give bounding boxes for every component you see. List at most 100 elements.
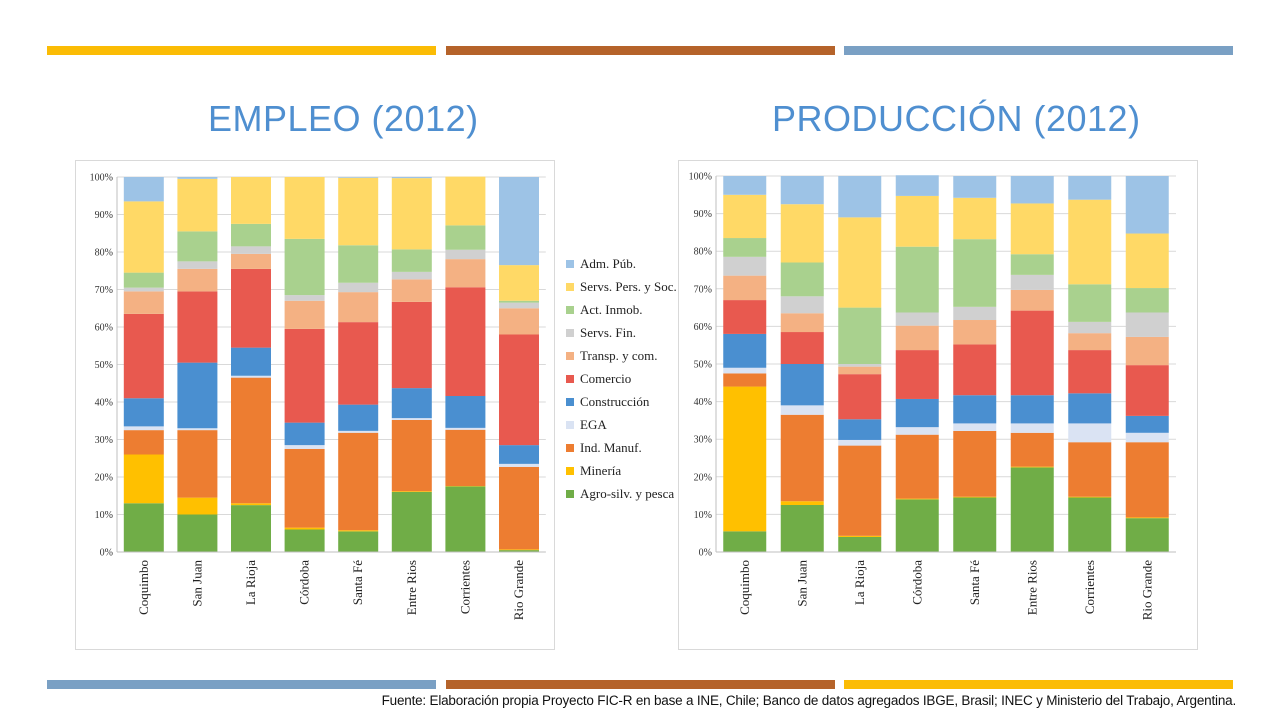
bar-segment-comercio	[177, 291, 218, 363]
bar-segment-comercio	[1068, 350, 1112, 394]
bar-segment-transp-y-com	[1010, 289, 1054, 311]
y-tick-label: 60%	[95, 323, 113, 334]
bar-segment-ega	[445, 427, 486, 430]
bar-segment-comercio	[445, 287, 486, 396]
bar-segment-servs-pers-y-soc	[231, 177, 271, 224]
legend-swatch	[566, 490, 574, 498]
bar-segment-act-inmob	[780, 262, 824, 297]
x-tick-label: Entre Rios	[404, 560, 419, 615]
legend-label: EGA	[580, 417, 607, 432]
bar-segment-mineria	[123, 454, 164, 504]
source-note: Fuente: Elaboración propia Proyecto FIC-…	[381, 693, 1237, 708]
bar-segment-adm-pub	[953, 176, 997, 198]
bar-segment-agro-silv-y-pesca	[838, 536, 882, 552]
bar-segment-transp-y-com	[1125, 336, 1169, 366]
x-tick-label: Santa Fé	[350, 560, 365, 605]
bar-segment-servs-pers-y-soc	[284, 177, 325, 239]
bar-segment-agro-silv-y-pesca	[338, 531, 379, 552]
bar-segment-mineria	[953, 496, 997, 498]
x-tick-label: Rio Grande	[511, 560, 526, 621]
bar-segment-ega	[1068, 423, 1112, 443]
bar-segment-servs-fin	[231, 246, 271, 254]
legend-swatch	[566, 398, 574, 406]
bar-segment-mineria	[780, 501, 824, 505]
bar-segment-act-inmob	[123, 272, 164, 288]
x-tick-label: Coquimbo	[136, 560, 151, 615]
y-tick-label: 70%	[694, 284, 712, 295]
legend-item-servs-pers-y-soc: Servs. Pers. y Soc.	[566, 279, 677, 295]
bar-segment-mineria	[723, 386, 767, 532]
bar-segment-servs-pers-y-soc	[895, 195, 939, 247]
bar-segment-transp-y-com	[895, 325, 939, 351]
bar-segment-construccion	[1010, 395, 1054, 424]
bar-segment-construccion	[445, 396, 486, 428]
bar-segment-agro-silv-y-pesca	[445, 486, 486, 552]
bar-segment-ega	[838, 439, 882, 446]
bar-segment-adm-pub	[1125, 176, 1169, 234]
bar-segment-comercio	[780, 332, 824, 364]
bar-segment-act-inmob	[177, 231, 218, 262]
y-tick-label: 80%	[694, 247, 712, 258]
bar-segment-servs-fin	[284, 295, 325, 301]
employment-chart: 0% 10% 20% 30% 40% 50% 60% 70% 80% 90% 100% Coquimb…	[75, 160, 555, 650]
bar-segment-ega	[231, 375, 271, 378]
legend-label: Comercio	[580, 371, 632, 386]
bar-segment-transp-y-com	[780, 313, 824, 333]
bar-segment-ind-manuf	[1010, 432, 1054, 467]
y-tick-label: 30%	[694, 435, 712, 446]
legend-swatch	[566, 283, 574, 291]
bar-segment-servs-pers-y-soc	[177, 178, 218, 232]
bar-segment-comercio	[123, 313, 164, 399]
bar-segment-servs-fin	[445, 249, 486, 260]
bar-segment-ega	[953, 423, 997, 431]
bar-segment-servs-fin	[723, 256, 767, 276]
bar-segment-servs-pers-y-soc	[445, 176, 486, 226]
bar-segment-ega	[391, 418, 432, 420]
y-tick-label: 40%	[95, 398, 113, 409]
bar-segment-ind-manuf	[338, 432, 379, 531]
legend-item-mineria: Minería	[566, 463, 621, 479]
bar-segment-comercio	[1125, 365, 1169, 416]
x-tick-label: Córdoba	[297, 560, 312, 605]
bar-segment-ind-manuf	[445, 429, 486, 486]
bar-segment-construccion	[177, 362, 218, 429]
bar-segment-ega	[1125, 432, 1169, 443]
bar-segment-construccion	[499, 445, 539, 464]
bar-segment-adm-pub	[838, 176, 882, 218]
bar-segment-ega	[123, 426, 164, 431]
y-tick-label: 60%	[694, 322, 712, 333]
bar-segment-adm-pub	[123, 177, 164, 202]
bar-segment-comercio	[499, 334, 539, 446]
bar-segment-transp-y-com	[953, 320, 997, 345]
bar-segment-agro-silv-y-pesca	[177, 514, 218, 552]
bar-segment-ega	[723, 367, 767, 374]
bar-segment-transp-y-com	[338, 292, 379, 323]
legend-item-transp-y-com: Transp. y com.	[566, 348, 658, 364]
y-tick-label: 50%	[694, 360, 712, 371]
bar-segment-construccion	[1068, 393, 1112, 424]
bar-segment-act-inmob	[1010, 254, 1054, 275]
bar-segment-construccion	[231, 347, 271, 376]
bar-segment-act-inmob	[391, 249, 432, 272]
bar-segment-servs-pers-y-soc	[1068, 199, 1112, 285]
x-tick-label: San Juan	[189, 560, 204, 607]
bar-segment-comercio	[231, 268, 271, 348]
bottom-decor-bar-2	[446, 680, 835, 689]
bar-segment-construccion	[338, 404, 379, 431]
bar-segment-adm-pub	[1010, 176, 1054, 204]
y-tick-label: 80%	[95, 248, 113, 259]
legend-swatch	[566, 306, 574, 314]
x-tick-label: Santa Fé	[967, 560, 982, 605]
bar-segment-act-inmob	[445, 225, 486, 250]
legend-label: Transp. y com.	[580, 348, 658, 363]
bar-segment-comercio	[1010, 310, 1054, 396]
bar-segment-mineria	[338, 530, 379, 532]
legend-item-servs-fin: Servs. Fin.	[566, 325, 636, 341]
bar-segment-comercio	[338, 322, 379, 405]
bar-segment-mineria	[499, 549, 539, 551]
bar-segment-construccion	[284, 422, 325, 446]
bar-segment-transp-y-com	[723, 275, 767, 301]
bar-segment-ind-manuf	[838, 445, 882, 536]
legend-swatch	[566, 467, 574, 475]
top-decor-bar-1	[47, 46, 436, 55]
